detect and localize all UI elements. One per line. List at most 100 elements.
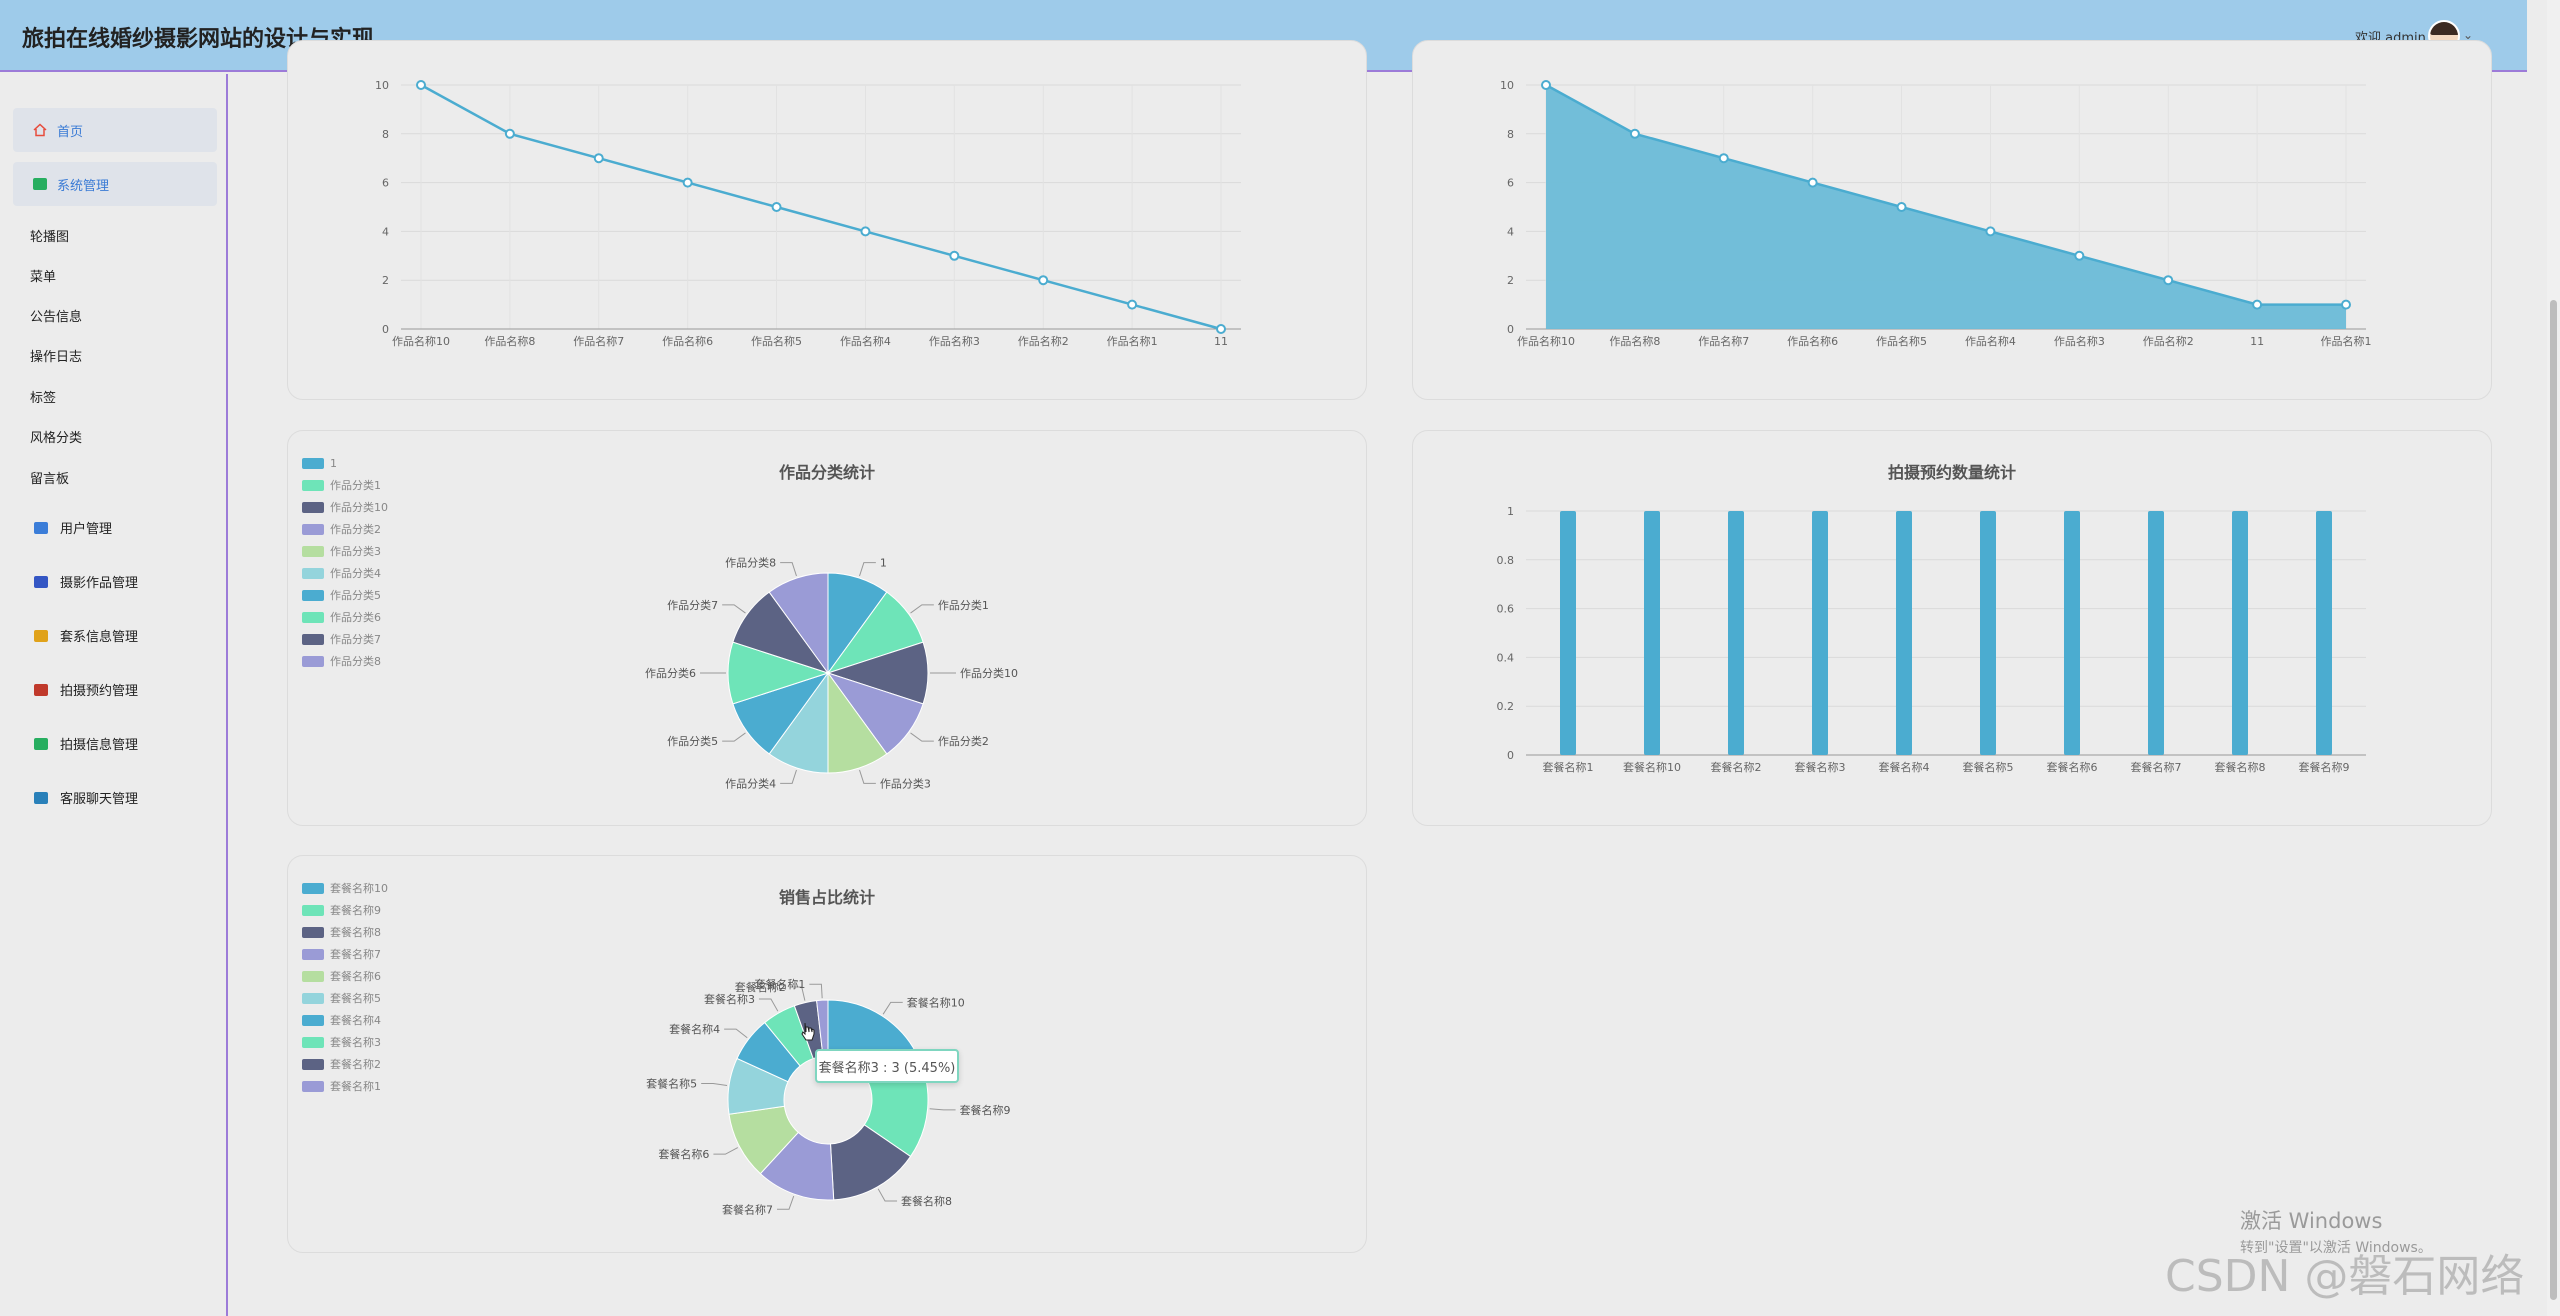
sidebar-item-system[interactable]: 系统管理 [13, 162, 217, 206]
legend-label: 套餐名称2 [330, 1057, 381, 1071]
sidebar-sub-item[interactable]: 留言板 [30, 472, 70, 487]
bar [2316, 511, 2332, 755]
legend-swatch [302, 458, 324, 469]
x-tick-label: 作品名称5 [1876, 334, 1927, 348]
data-point [1985, 226, 1996, 237]
category-pie-card: 作品分类统计 1 作品分类1 作品分类10 作品分类2 作品分类3 作品分类4 作品分类5 作… [287, 430, 1367, 826]
legend-label: 作品分类7 [330, 632, 381, 646]
slice-label: 作品分类4 [725, 776, 776, 790]
legend-swatch [302, 971, 324, 982]
y-tick-label: 2 [382, 274, 389, 287]
slice-label: 套餐名称3 [704, 992, 755, 1006]
x-tick-label: 作品名称8 [484, 334, 535, 348]
legend-swatch [302, 1081, 324, 1092]
sidebar-item-label: 拍摄信息管理 [60, 738, 139, 753]
label-leader-line [780, 769, 797, 784]
sidebar-item-label: 拍摄预约管理 [60, 684, 139, 699]
y-tick-label: 4 [1507, 225, 1514, 238]
label-leader-line [859, 769, 876, 784]
label-leader-line [910, 732, 934, 742]
bar [2148, 511, 2164, 755]
sales-donut-card: 销售占比统计 套餐名称10 套餐名称9 套餐名称8 套餐名称7 套餐名称6 套餐名称5 套餐… [287, 855, 1367, 1253]
data-point [1216, 324, 1226, 334]
sidebar-item-home[interactable]: 首页 [13, 108, 217, 152]
x-tick-label: 套餐名称2 [1711, 760, 1762, 774]
system-icon [33, 178, 47, 190]
watermark-line1: 激活 Windows [2240, 1209, 2383, 1233]
slice-label: 作品分类1 [938, 598, 989, 612]
grid-icon [34, 521, 48, 534]
label-leader-line [722, 732, 746, 742]
chevron-down-icon[interactable]: ⌄ [2463, 28, 2474, 42]
category-pie-chart: 1 作品分类1 作品分类10 作品分类2 作品分类3 作品分类4 作品分类5 作品分类6 作品分… [302, 457, 1018, 790]
y-tick-label: 0.4 [1497, 651, 1515, 664]
legend-swatch [302, 993, 324, 1004]
x-tick-label: 11 [2250, 335, 2264, 348]
home-icon [33, 123, 47, 137]
data-point [1896, 202, 1907, 212]
label-leader-line [877, 1188, 898, 1202]
scrollbar-thumb[interactable] [2550, 300, 2557, 1300]
data-point [1038, 275, 1049, 286]
y-tick-label: 4 [382, 225, 389, 238]
sidebar-item-chat[interactable]: 客服聊天管理 [34, 788, 138, 807]
legend-swatch [302, 1015, 324, 1026]
x-tick-label: 作品名称3 [929, 334, 980, 348]
legend-swatch [302, 905, 324, 916]
slice-label: 套餐名称5 [646, 1076, 697, 1090]
bar [1728, 511, 1744, 755]
sidebar-item-users[interactable]: 用户管理 [34, 518, 112, 537]
sidebar-sub-item[interactable]: 菜单 [30, 270, 57, 285]
sidebar-item-label: 套系信息管理 [60, 630, 139, 645]
x-tick-label: 作品名称2 [2143, 334, 2194, 348]
legend-label: 套餐名称7 [330, 947, 381, 961]
chat-icon [34, 791, 48, 804]
slice-label: 作品分类6 [645, 666, 696, 680]
windows-activation-watermark: 激活 Windows 转到"设置"以激活 Windows。 [2240, 1205, 2432, 1257]
data-point [1541, 80, 1551, 90]
chart-title: 销售占比统计 [778, 888, 875, 907]
legend-label: 1 [330, 457, 337, 470]
slice-label: 套餐名称10 [907, 995, 965, 1009]
slice-label: 作品分类8 [725, 556, 776, 570]
legend-swatch [302, 568, 324, 579]
x-tick-label: 作品名称7 [573, 334, 624, 348]
sidebar-item-packages[interactable]: 套系信息管理 [34, 626, 138, 645]
legend-swatch [302, 590, 324, 601]
sidebar-item-works[interactable]: 摄影作品管理 [34, 572, 138, 591]
legend-label: 作品分类2 [330, 522, 381, 536]
sidebar-item-booking[interactable]: 拍摄预约管理 [34, 680, 138, 699]
slice-label: 套餐名称9 [960, 1103, 1011, 1117]
label-leader-line [713, 1147, 739, 1155]
sidebar-sub-item[interactable]: 风格分类 [30, 431, 83, 446]
data-point [682, 177, 693, 188]
sidebar-item-shoots[interactable]: 拍摄信息管理 [34, 734, 138, 753]
scrollbar[interactable] [2547, 0, 2560, 1316]
sidebar-sub-item[interactable]: 轮播图 [30, 230, 70, 245]
x-tick-label: 作品名称1 [1107, 334, 1158, 348]
y-tick-label: 8 [382, 128, 389, 141]
label-leader-line [910, 604, 934, 614]
sidebar-sub-item[interactable]: 标签 [30, 391, 57, 406]
data-point [416, 80, 426, 90]
booking-bar-card: 拍摄预约数量统计 0 0.2 0.4 0.6 0.8 1 套餐名称1 套餐名称10 套餐名称2 套… [1412, 430, 2492, 826]
sidebar-sub-item[interactable]: 公告信息 [30, 310, 83, 325]
y-tick-label: 2 [1507, 274, 1514, 287]
legend-swatch [302, 502, 324, 513]
slice-label: 套餐名称8 [901, 1194, 952, 1208]
bar [2232, 511, 2248, 755]
sidebar-item-label: 系统管理 [57, 178, 110, 194]
x-tick-label: 作品名称3 [2054, 334, 2105, 348]
csdn-watermark: CSDN @磐石网络 [2165, 1251, 2525, 1302]
label-leader-line [882, 1001, 903, 1015]
x-tick-label: 套餐名称8 [2215, 760, 2266, 774]
slice-label: 套餐名称7 [722, 1202, 773, 1216]
sidebar-sub-item[interactable]: 操作日志 [30, 350, 83, 365]
legend-label: 作品分类3 [330, 544, 381, 558]
data-point [2341, 299, 2351, 310]
sales-donut-chart: 套餐名称10 套餐名称9 套餐名称8 套餐名称7 套餐名称6 套餐名称5 套餐名称4 套餐名称… [302, 881, 1011, 1216]
slice-label: 套餐名称1 [754, 977, 805, 991]
data-point [1629, 128, 1640, 139]
y-tick-label: 0.6 [1497, 603, 1515, 616]
label-leader-line [809, 983, 823, 999]
